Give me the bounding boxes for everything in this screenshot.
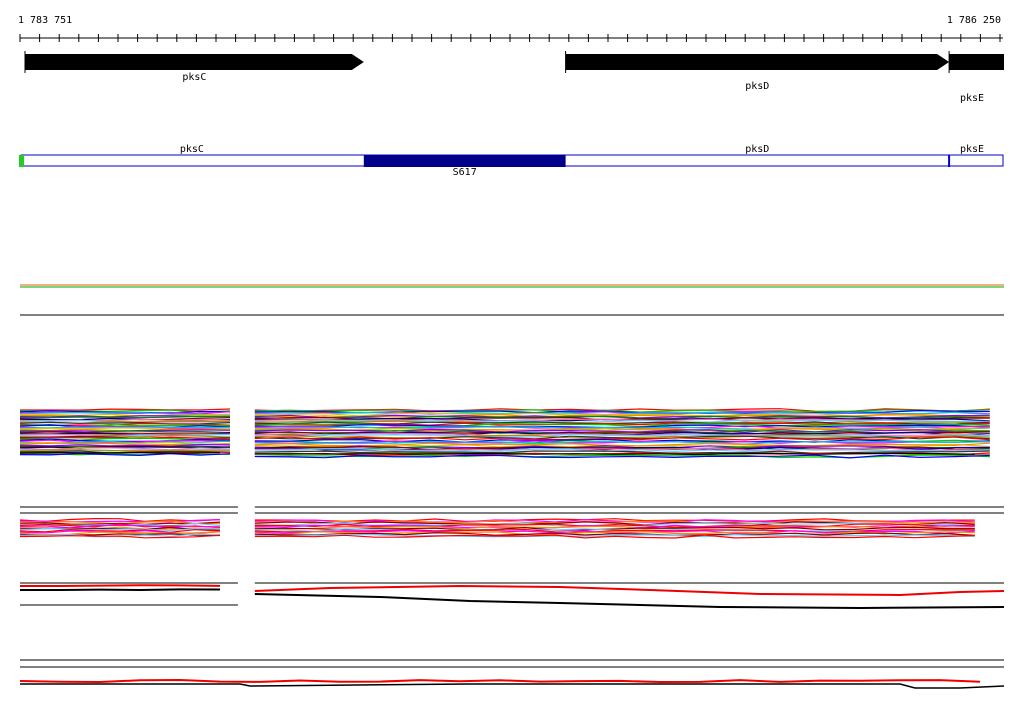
track-trace (254, 593, 1005, 610)
coverage-track-bottom (19, 659, 1005, 689)
coverage-track-mid (19, 506, 1004, 539)
track-trace (254, 440, 990, 445)
track-trace (20, 588, 221, 592)
ruler-ticks (19, 34, 1001, 42)
track-trace (19, 412, 230, 416)
track-trace (254, 525, 975, 530)
track-trace (19, 524, 221, 529)
track-trace (254, 452, 975, 456)
annotation-label-pksE: pksE (960, 144, 984, 155)
track-trace (254, 422, 990, 427)
coordinate-ruler: 1 783 751 1 786 250 (18, 15, 1003, 42)
track-trace (254, 409, 990, 413)
track-trace (20, 415, 230, 419)
track-trace (20, 408, 231, 411)
track-trace (254, 526, 975, 531)
coverage-track-multi (19, 408, 990, 459)
track-trace (19, 446, 230, 449)
gene-arrow-pksC[interactable] (25, 54, 364, 70)
track-trace (254, 534, 975, 539)
track-trace (254, 433, 990, 438)
ruler-end-label: 1 786 250 (947, 15, 1001, 26)
annotation-label-pksC: pksC (180, 144, 204, 155)
track-trace (19, 433, 231, 436)
track-trace (20, 584, 221, 587)
annotation-start-marker (19, 155, 24, 167)
track-trace (19, 443, 231, 447)
track-trace (254, 454, 990, 459)
track-trace (19, 531, 221, 536)
annotation-highlight-S617[interactable] (363, 155, 566, 167)
track-trace (19, 452, 231, 456)
track-trace (19, 452, 231, 457)
gene-arrow-pksE[interactable] (949, 54, 1004, 70)
track-trace (19, 451, 221, 454)
track-trace (254, 436, 990, 441)
track-trace (19, 527, 221, 532)
annotation-track: pksC pksD pksE S617 (19, 144, 1004, 178)
track-trace (254, 584, 1005, 597)
track-trace (254, 426, 990, 430)
track-trace (19, 438, 231, 443)
track-trace (254, 533, 975, 538)
track-trace (254, 411, 990, 416)
track-trace (19, 534, 221, 539)
gene-track: pksC pksD pksE (24, 51, 1004, 104)
track-trace (254, 438, 990, 443)
coverage-track-single (20, 284, 1004, 316)
gene-arrow-pksD[interactable] (565, 54, 950, 70)
track-trace (254, 432, 990, 437)
coverage-track-pair (20, 582, 1005, 610)
ruler-start-label: 1 783 751 (18, 15, 72, 26)
gene-label-pksC: pksC (182, 72, 206, 83)
track-trace (19, 426, 231, 429)
track-trace (19, 449, 230, 452)
gene-label-pksE: pksE (960, 93, 984, 104)
track-trace (19, 521, 221, 526)
track-trace (19, 431, 231, 435)
track-trace (20, 683, 1005, 689)
track-trace (254, 448, 990, 453)
track-trace (254, 428, 990, 433)
gene-label-pksD: pksD (745, 81, 769, 92)
track-trace (254, 523, 975, 528)
track-trace (19, 528, 221, 533)
annotation-label-pksD: pksD (745, 144, 769, 155)
track-trace (19, 413, 231, 417)
track-trace (254, 442, 990, 447)
track-trace (19, 519, 221, 523)
track-trace (19, 678, 981, 684)
annotation-label-S617: S617 (453, 167, 477, 178)
track-trace (254, 450, 990, 455)
track-trace (254, 532, 975, 536)
